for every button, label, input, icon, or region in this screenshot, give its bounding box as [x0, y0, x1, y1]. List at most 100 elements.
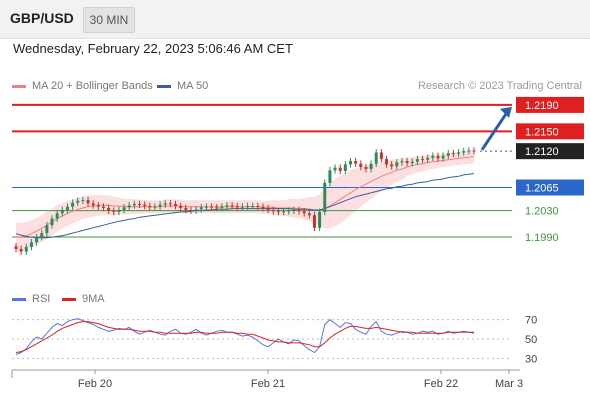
- candle-body: [112, 210, 116, 212]
- candle-body: [390, 164, 394, 167]
- candle-body: [189, 209, 193, 211]
- candle-body: [168, 203, 172, 205]
- candle-body: [431, 155, 435, 158]
- price-label-bg-pivot: [516, 179, 584, 196]
- candle-body: [374, 152, 378, 164]
- candle-body: [220, 206, 224, 208]
- rsi-tick-label: 70: [525, 315, 537, 327]
- candle-body: [441, 155, 445, 159]
- legend-9ma-swatch: [62, 297, 76, 301]
- candle-body: [251, 206, 255, 207]
- legend-ma20-swatch: [12, 84, 26, 88]
- candle-body: [65, 206, 69, 210]
- time-tick-label: Feb 22: [424, 378, 458, 390]
- rsi-tick-label: 30: [525, 353, 537, 365]
- price-label-resistance-1: 1.2150: [525, 126, 559, 138]
- price-label-last-price: 1.2120: [525, 146, 559, 158]
- candle-body: [457, 152, 461, 154]
- candle-body: [421, 159, 425, 161]
- candle-body: [400, 161, 404, 163]
- candle-body: [343, 164, 347, 171]
- candle-body: [462, 151, 466, 153]
- legend-ma50-swatch: [157, 84, 171, 88]
- candle-body: [194, 209, 198, 211]
- candle-body: [107, 207, 111, 211]
- candle-body: [55, 213, 59, 219]
- candle-body: [81, 200, 85, 202]
- candle-body: [323, 182, 327, 212]
- forecast-arrow: [480, 106, 512, 151]
- timeframe-button[interactable]: 30 MIN: [83, 7, 135, 33]
- candle-body: [446, 153, 450, 156]
- price-label-pivot: 1.2065: [525, 183, 559, 195]
- candle-body: [225, 205, 229, 207]
- candle-body: [333, 167, 337, 171]
- candle-body: [29, 242, 33, 247]
- candle-body: [436, 155, 440, 159]
- support-resistance-lines: [12, 103, 512, 238]
- candle-body: [467, 150, 471, 152]
- candle-body: [132, 204, 136, 206]
- candle-body: [282, 211, 286, 213]
- legend-rsi-swatch: [12, 297, 26, 301]
- candle-body: [71, 202, 75, 207]
- legend-rsi-label: RSI: [32, 293, 51, 305]
- candle-body: [179, 206, 183, 208]
- forecast-arrow-head: [500, 106, 512, 118]
- ma20-line: [16, 155, 475, 238]
- candle-body: [91, 203, 95, 206]
- candle-body: [35, 237, 39, 243]
- candle-body: [369, 163, 373, 169]
- candle-body: [266, 207, 270, 210]
- candle-body: [230, 205, 234, 207]
- candle-body: [204, 206, 208, 208]
- candle-body: [261, 206, 265, 208]
- rsi-line: [15, 318, 475, 355]
- candle-body: [122, 207, 126, 210]
- candle-body: [143, 204, 147, 206]
- time-tick-label: Feb 20: [78, 378, 112, 390]
- candle-body: [76, 200, 80, 203]
- price-label-bg-resistance-1: [516, 123, 584, 140]
- candle-body: [410, 161, 414, 164]
- candle-body: [364, 167, 368, 169]
- candle-body: [86, 200, 90, 204]
- legend-9ma-label: 9MA: [82, 293, 105, 305]
- timestamp: Wednesday, February 22, 2023 5:06:46 AM …: [13, 41, 293, 56]
- price-label-bg-resistance-2: [516, 96, 584, 113]
- candle-body: [415, 159, 419, 162]
- price-label-bg-last-price: [516, 143, 584, 160]
- price-label-support-1: 1.2030: [525, 206, 559, 218]
- candle-body: [14, 246, 18, 249]
- candle-body: [184, 207, 188, 210]
- moving-average-lines: [15, 155, 475, 239]
- candle-body: [292, 209, 296, 211]
- candle-body: [276, 211, 280, 213]
- candle-body: [405, 161, 409, 164]
- candle-body: [348, 161, 352, 165]
- candle-body: [163, 203, 167, 205]
- candle-body: [210, 206, 214, 208]
- legend-ma50: MA 50: [157, 80, 208, 92]
- candle-body: [24, 246, 28, 252]
- candle-body: [246, 206, 250, 207]
- candle-body: [138, 204, 142, 206]
- candle-body: [199, 207, 203, 210]
- candle-body: [302, 211, 306, 214]
- candle-body: [271, 209, 275, 212]
- candle-body: [117, 209, 121, 212]
- bollinger-band: [16, 149, 474, 252]
- time-tick-label: Mar 3: [495, 378, 523, 390]
- level-price-labels: 1.2190 1.2150 1.2120 1.2065 1.2030 1.1990: [516, 96, 584, 244]
- candle-body: [96, 205, 100, 207]
- candle-body: [385, 159, 389, 165]
- chart-header: GBP/USD 30 MIN: [0, 0, 590, 39]
- candle-body: [379, 152, 383, 160]
- candle-body: [19, 248, 23, 252]
- candle-body: [240, 206, 244, 208]
- candle-body: [101, 206, 105, 208]
- legend-ma50-label: MA 50: [177, 80, 209, 92]
- candle-body: [158, 204, 162, 207]
- rsi-ma9-line: [15, 321, 474, 353]
